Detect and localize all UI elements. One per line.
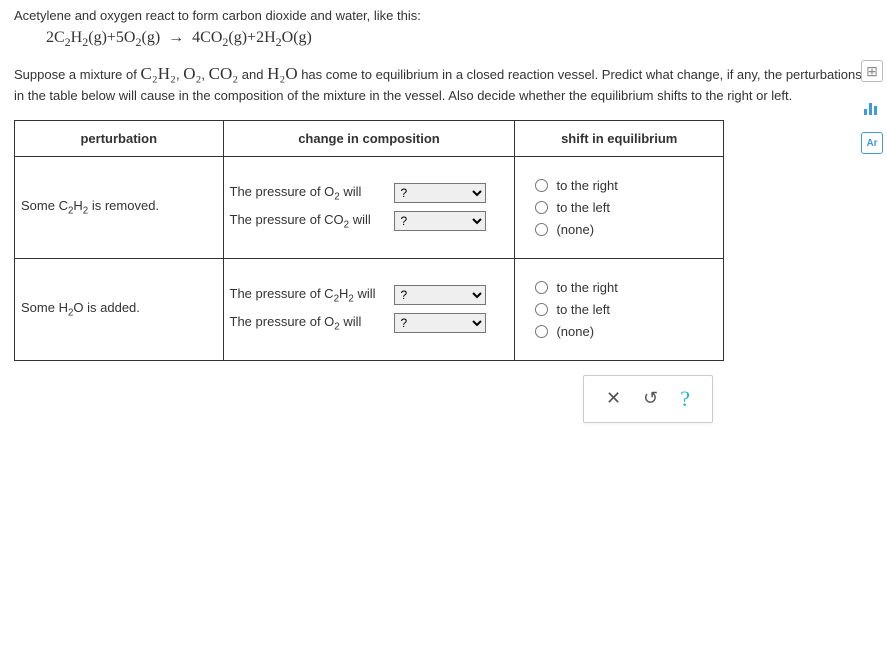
r1-shift-right[interactable]: to the right [535,178,717,193]
eq-lhs2-state: (g) [141,29,160,46]
r2-shift-none[interactable]: (none) [535,324,717,339]
eq-rhs1-coef: 4 [192,29,200,46]
r2-comp1-label: The pressure of C2H2 will [230,286,394,305]
sp-co2: CO₂ [209,64,239,83]
reaction-equation: 2C2H2(g)+5O2(g) → 4CO2(g)+2H2O(g) [46,29,873,50]
r2-shift-none-radio[interactable] [535,325,548,338]
eq-lhs2-sp: O [124,29,136,46]
r1-comp2-label: The pressure of CO2 will [230,212,394,231]
clear-icon[interactable]: ✕ [606,388,621,409]
eq-rhs2-el2: O [282,29,294,46]
pert-cell-1: Some C2H2 is removed. [15,184,223,231]
eq-plus2: + [247,29,256,46]
r1-shift-right-radio[interactable] [535,179,548,192]
intro-text: Acetylene and oxygen react to form carbo… [14,8,873,23]
r2-comp1-b: H [339,286,348,301]
comp-cell-2: The pressure of C2H2 will ? The pressure… [224,263,515,355]
shift-cell-2: to the right to the left (none) [515,259,723,360]
r2-comp2-b: will [340,314,362,329]
r2-shift-none-label: (none) [556,324,594,339]
r2-comp1-select[interactable]: ? [394,285,486,305]
sp-and: and [238,67,267,82]
table-row: Some C2H2 is removed. The pressure of O2… [15,156,724,258]
r2-pert-b: O is added. [73,300,140,315]
r2-shift-right-label: to the right [556,280,617,295]
eq-rhs2-state: (g) [293,29,312,46]
r2-comp2-a: The pressure of O [230,314,335,329]
sp-comma2: , [201,67,208,82]
answer-toolbar: ✕ ↺ ? [583,375,713,423]
table-row: Some H2O is added. The pressure of C2H2 … [15,258,724,360]
r2-comp2-label: The pressure of O2 will [230,314,394,333]
eq-lhs1-coef: 2 [46,29,54,46]
sp-c2h2: C₂H₂ [140,64,175,83]
r2-comp1-a: The pressure of C [230,286,334,301]
r1-shift-right-label: to the right [556,178,617,193]
r1-comp1-label: The pressure of O2 will [230,184,394,203]
r1-shift-left[interactable]: to the left [535,200,717,215]
eq-rhs2-coef: 2 [256,29,264,46]
r2-shift-left-label: to the left [556,302,609,317]
r2-comp2-select[interactable]: ? [394,313,486,333]
r1-comp2-a: The pressure of CO [230,212,344,227]
eq-rhs2-sp: H [264,29,276,46]
r1-shift-left-label: to the left [556,200,609,215]
r2-shift-right[interactable]: to the right [535,280,717,295]
eq-lhs1-sp: C [54,29,65,46]
r1-pert-c: is removed. [88,198,159,213]
r1-shift-none-label: (none) [556,222,594,237]
instruction-paragraph: Suppose a mixture of C₂H₂, O₂, CO₂ and H… [14,62,873,105]
r1-comp1-select[interactable]: ? [394,183,486,203]
eq-plus1: + [107,29,116,46]
para2a: Suppose a mixture of [14,67,140,82]
eq-rhs1-sp: CO [200,29,222,46]
r1-pert-a: Some C [21,198,68,213]
perturbation-table: perturbation change in composition shift… [14,120,724,361]
r1-shift-none[interactable]: (none) [535,222,717,237]
eq-rhs1-state: (g) [228,29,247,46]
r1-comp1-a: The pressure of O [230,184,335,199]
sp-h2o: H₂O [267,64,297,83]
r1-pert-b: H [73,198,82,213]
comp-cell-1: The pressure of O2 will ? The pressure o… [224,161,515,253]
r1-shift-left-radio[interactable] [535,201,548,214]
th-composition: change in composition [223,120,515,156]
r1-comp1-b: will [340,184,362,199]
sp-o2: O₂ [183,64,201,83]
eq-lhs1-state: (g) [88,29,107,46]
th-shift: shift in equilibrium [515,120,724,156]
reset-icon[interactable]: ↺ [643,388,658,409]
r1-comp2-select[interactable]: ? [394,211,486,231]
r2-shift-right-radio[interactable] [535,281,548,294]
eq-lhs2-coef: 5 [116,29,124,46]
r2-shift-left-radio[interactable] [535,303,548,316]
eq-lhs1-el2: H [71,29,83,46]
periodic-table-icon[interactable]: Ar [861,132,883,154]
calculator-icon[interactable]: ⊞ [861,60,883,82]
help-icon[interactable]: ? [680,386,690,412]
shift-cell-1: to the right to the left (none) [515,157,723,258]
bars-icon[interactable] [861,96,883,118]
eq-arrow: → [168,29,184,46]
r1-comp2-b: will [349,212,371,227]
r2-comp1-c: will [354,286,376,301]
r2-pert-a: Some H [21,300,68,315]
r1-shift-none-radio[interactable] [535,223,548,236]
bars-svg [863,99,881,115]
r2-shift-left[interactable]: to the left [535,302,717,317]
th-perturbation: perturbation [15,120,224,156]
side-panel: ⊞ Ar [861,60,883,154]
pert-cell-2: Some H2O is added. [15,286,223,333]
